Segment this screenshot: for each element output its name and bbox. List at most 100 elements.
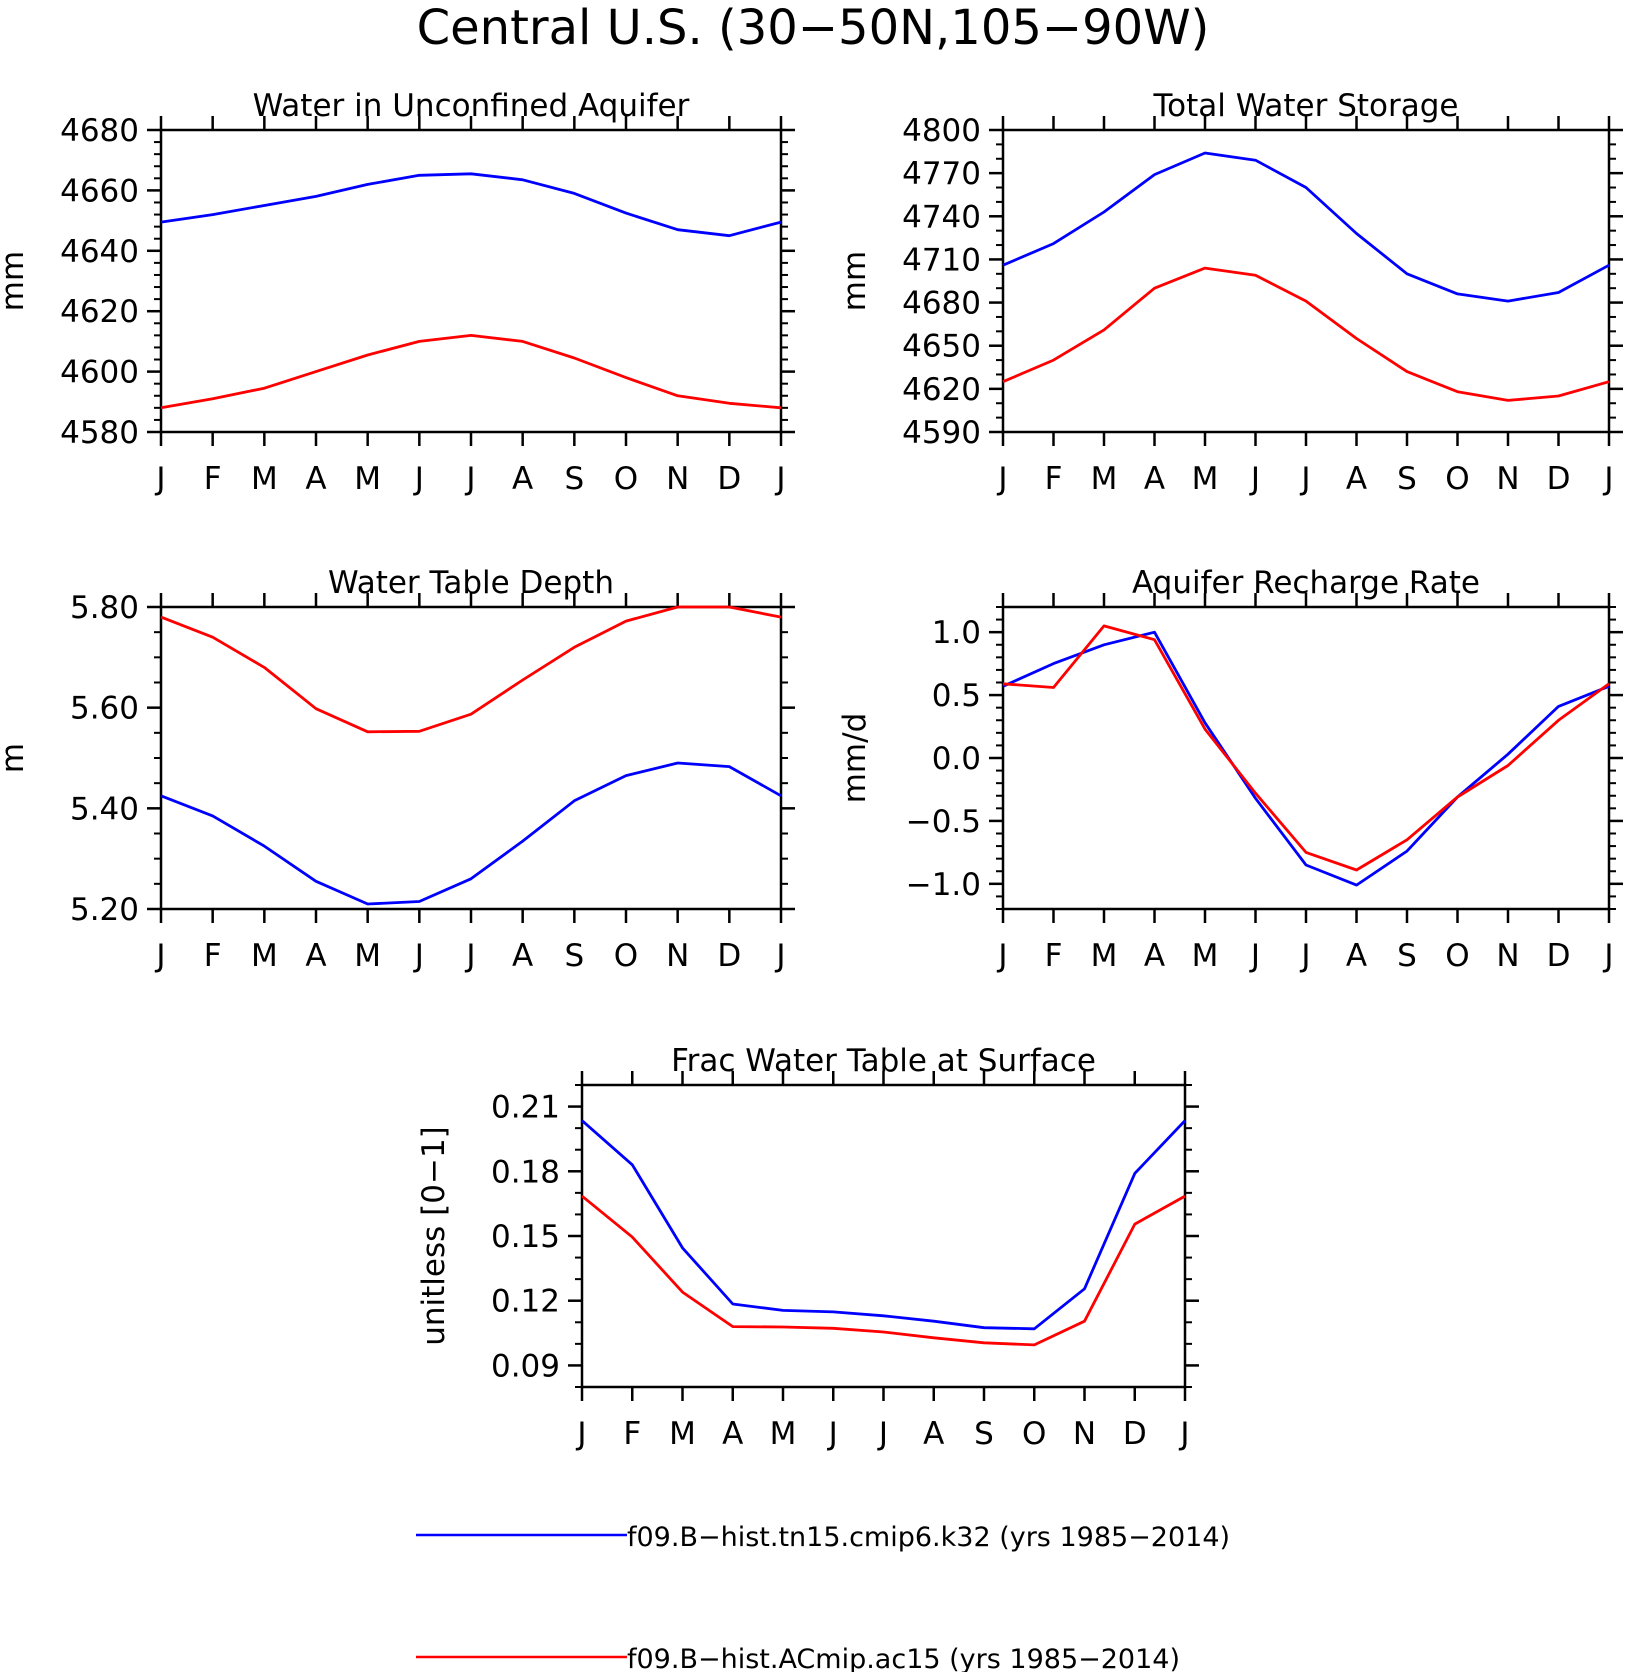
panel-1: Water in Unconfined Aquifermm45804600462… — [0, 88, 795, 497]
y-tick-label: 4640 — [60, 234, 139, 270]
y-tick-label: 0.21 — [491, 1090, 560, 1126]
x-tick-label: A — [722, 1416, 743, 1452]
x-tick-label: M — [354, 461, 381, 497]
plot-frame — [580, 1083, 1187, 1389]
x-tick-label: J — [1249, 461, 1260, 497]
legend-entry-1: f09.B−hist.tn15.cmip6.k32 (yrs 1985−2014… — [416, 1522, 1230, 1553]
y-tick-label: 4650 — [902, 329, 981, 365]
legend-label: f09.B−hist.ACmip.ac15 (yrs 1985−2014) — [627, 1644, 1180, 1672]
panels: Water in Unconfined Aquifermm45804600462… — [0, 88, 1623, 1452]
x-tick-label: J — [774, 461, 785, 497]
y-tick-label: 4580 — [60, 415, 139, 451]
x-tick-label: A — [1144, 938, 1165, 974]
x-tick-label: M — [669, 1416, 696, 1452]
y-tick-label: 0.5 — [932, 678, 981, 714]
x-tick-label: M — [1192, 461, 1219, 497]
x-tick-label: F — [623, 1416, 641, 1452]
panel-4: Aquifer Recharge Ratemm/d−1.0−0.50.00.51… — [837, 565, 1623, 974]
x-tick-label: N — [1496, 938, 1519, 974]
x-tick-label: M — [251, 938, 278, 974]
y-axis-label: m — [0, 743, 31, 773]
x-tick-label: A — [923, 1416, 944, 1452]
x-tick-label: S — [1397, 461, 1417, 497]
x-tick-label: J — [154, 461, 165, 497]
y-tick-label: 5.60 — [70, 691, 139, 727]
x-tick-label: O — [1445, 461, 1469, 497]
y-tick-label: −1.0 — [906, 867, 981, 903]
x-tick-label: J — [413, 461, 424, 497]
x-tick-label: M — [1192, 938, 1219, 974]
x-tick-label: O — [1445, 938, 1469, 974]
x-tick-label: F — [1045, 461, 1063, 497]
x-tick-label: D — [1123, 1416, 1147, 1452]
x-tick-label: D — [1547, 938, 1571, 974]
x-tick-label: N — [1073, 1416, 1096, 1452]
x-tick-label: M — [770, 1416, 797, 1452]
x-tick-label: O — [614, 938, 638, 974]
x-tick-label: M — [1091, 938, 1118, 974]
x-tick-label: A — [1346, 938, 1367, 974]
x-tick-label: J — [1602, 938, 1613, 974]
series-line-red — [160, 333, 782, 410]
y-tick-label: 4620 — [902, 372, 981, 408]
y-tick-label: 4710 — [902, 242, 981, 278]
plot-frame — [159, 128, 783, 434]
series-line-red — [1002, 624, 1610, 872]
x-tick-label: O — [614, 461, 638, 497]
x-tick-label: S — [1397, 938, 1417, 974]
x-tick-label: M — [251, 461, 278, 497]
x-tick-label: A — [512, 461, 533, 497]
x-tick-label: J — [996, 938, 1007, 974]
series-line-red — [581, 1194, 1186, 1347]
x-tick-label: A — [1144, 461, 1165, 497]
y-tick-label: 4590 — [902, 415, 981, 451]
x-tick-label: A — [305, 938, 326, 974]
x-tick-label: N — [666, 461, 689, 497]
y-axis-label: unitless [0−1] — [416, 1126, 452, 1346]
x-tick-label: F — [1045, 938, 1063, 974]
x-tick-label: S — [974, 1416, 994, 1452]
x-tick-label: A — [305, 461, 326, 497]
x-tick-label: J — [464, 461, 475, 497]
y-tick-label: 0.0 — [932, 741, 981, 777]
y-tick-label: −0.5 — [906, 804, 981, 840]
plot-frame — [159, 605, 783, 911]
panel-3: Water Table Depthm5.205.405.605.80JFMAMJ… — [0, 565, 795, 974]
plot-frame — [1001, 128, 1611, 434]
x-tick-label: O — [1022, 1416, 1046, 1452]
y-tick-label: 4770 — [902, 156, 981, 192]
x-tick-label: A — [512, 938, 533, 974]
x-tick-label: J — [827, 1416, 838, 1452]
y-tick-label: 0.09 — [491, 1348, 560, 1384]
y-tick-label: 4800 — [902, 113, 981, 149]
x-tick-label: N — [666, 938, 689, 974]
x-tick-label: A — [1346, 461, 1367, 497]
x-tick-label: F — [204, 461, 222, 497]
panel-2: Total Water Storagemm4590462046504680471… — [837, 88, 1623, 497]
y-axis-label: mm/d — [837, 713, 873, 804]
y-axis-label: mm — [0, 251, 31, 311]
series-line-blue — [160, 172, 782, 238]
y-tick-label: 4620 — [60, 294, 139, 330]
x-tick-label: J — [464, 938, 475, 974]
y-tick-label: 5.40 — [70, 791, 139, 827]
x-tick-label: J — [154, 938, 165, 974]
y-tick-label: 5.20 — [70, 892, 139, 928]
y-tick-label: 1.0 — [932, 615, 981, 651]
x-tick-label: J — [1602, 461, 1613, 497]
y-tick-label: 4660 — [60, 173, 139, 209]
x-tick-label: S — [564, 461, 584, 497]
x-tick-label: J — [1249, 938, 1260, 974]
legend-entry-2: f09.B−hist.ACmip.ac15 (yrs 1985−2014) — [416, 1644, 1180, 1672]
x-tick-label: D — [1547, 461, 1571, 497]
series-line-blue — [581, 1119, 1187, 1331]
y-axis-label: mm — [837, 251, 873, 311]
x-tick-label: J — [996, 461, 1007, 497]
y-tick-label: 4680 — [60, 113, 139, 149]
x-tick-label: D — [717, 938, 741, 974]
x-tick-label: M — [1091, 461, 1118, 497]
y-tick-label: 0.12 — [491, 1284, 560, 1320]
series-line-blue — [160, 761, 782, 906]
